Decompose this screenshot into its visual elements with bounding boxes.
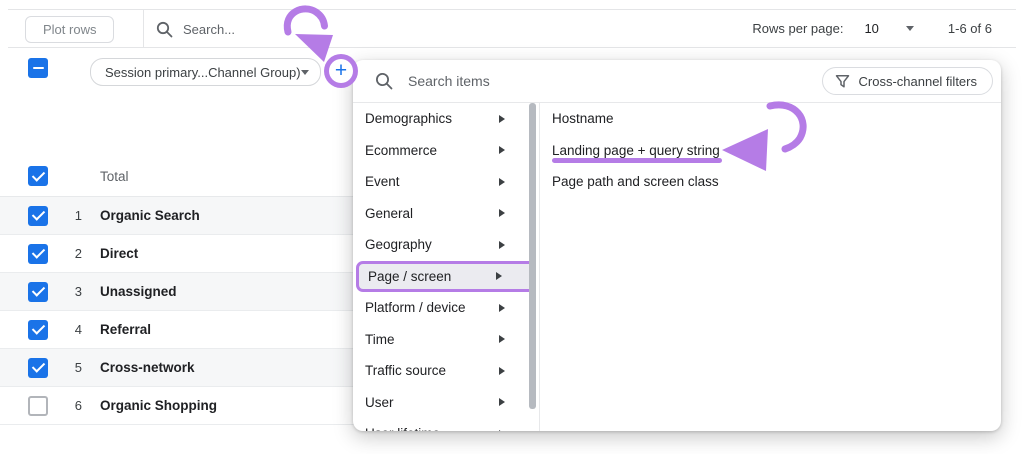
- filter-funnel-icon: [835, 74, 849, 88]
- primary-dimension-value: Session primary...Channel Group): [105, 64, 301, 80]
- table-row[interactable]: 2 Direct: [0, 235, 360, 273]
- toolbar-vertical-separator: [143, 10, 144, 47]
- row-checkbox[interactable]: [28, 395, 48, 416]
- row-checkbox[interactable]: [28, 319, 48, 340]
- total-label: Total: [100, 168, 129, 184]
- dimension-picker-panel: Cross-channel filters Demographics Ecomm…: [353, 60, 1001, 431]
- table-row[interactable]: 4 Referral: [0, 311, 360, 349]
- category-demographics[interactable]: Demographics: [353, 103, 539, 135]
- category-column: Demographics Ecommerce Event General Geo…: [353, 103, 540, 431]
- table-search[interactable]: [156, 14, 343, 44]
- search-input[interactable]: [183, 21, 343, 37]
- search-icon: [156, 21, 173, 37]
- category-label: User lifetime: [365, 426, 440, 431]
- table-row[interactable]: 3 Unassigned: [0, 273, 360, 311]
- category-label: Page / screen: [368, 268, 452, 284]
- toolbar-bottom-divider: [8, 47, 1016, 48]
- category-page-screen[interactable]: Page / screen: [356, 260, 536, 292]
- picker-body: Demographics Ecommerce Event General Geo…: [353, 103, 1001, 431]
- category-label: Event: [365, 174, 400, 190]
- row-number: 3: [74, 284, 82, 299]
- plot-rows-button[interactable]: Plot rows: [25, 16, 115, 43]
- page-range-label: 1-6 of 6: [947, 21, 992, 36]
- dimension-landing-page-query-string[interactable]: Landing page + query string: [552, 142, 720, 158]
- add-dimension-button[interactable]: +: [329, 59, 353, 83]
- plus-icon: +: [334, 58, 348, 82]
- row-checkbox[interactable]: [28, 281, 48, 302]
- category-geography[interactable]: Geography: [353, 229, 539, 261]
- card-top-border: [8, 9, 1016, 10]
- annotation-underline: [552, 158, 722, 163]
- search-icon: [376, 73, 393, 90]
- row-number: 6: [74, 398, 82, 413]
- category-label: Demographics: [365, 111, 453, 127]
- row-checkbox[interactable]: [28, 205, 48, 226]
- picker-search-bar: Cross-channel filters: [353, 60, 1001, 103]
- row-label: Organic Shopping: [100, 398, 217, 413]
- rows-per-page-value[interactable]: 10: [864, 21, 879, 36]
- submenu-arrow-icon: [499, 146, 505, 155]
- table-total-row: Total: [0, 156, 360, 197]
- channel-table: 1 Organic Search 2 Direct 3 Unassigned 4…: [0, 197, 360, 425]
- category-scrollbar[interactable]: [529, 103, 536, 409]
- cross-channel-filters-button[interactable]: Cross-channel filters: [821, 67, 993, 95]
- submenu-arrow-icon: [499, 398, 505, 407]
- submenu-arrow-icon: [499, 303, 505, 312]
- category-label: Traffic source: [365, 363, 447, 379]
- row-label: Organic Search: [100, 208, 200, 223]
- dropdown-caret-icon: [300, 69, 309, 75]
- dimension-page-path-screen-class[interactable]: Page path and screen class: [552, 174, 719, 190]
- row-checkbox[interactable]: [28, 243, 48, 264]
- category-user[interactable]: User: [353, 387, 539, 419]
- category-event[interactable]: Event: [353, 166, 539, 198]
- category-label: Geography: [365, 237, 432, 253]
- category-general[interactable]: General: [353, 198, 539, 230]
- total-row-checkbox[interactable]: [28, 166, 48, 186]
- submenu-arrow-icon: [499, 177, 505, 186]
- category-label: General: [365, 205, 414, 221]
- category-label: Ecommerce: [365, 142, 438, 158]
- submenu-arrow-icon: [499, 335, 505, 344]
- row-checkbox[interactable]: [28, 357, 48, 378]
- select-all-checkbox[interactable]: [28, 58, 48, 78]
- table-row[interactable]: 5 Cross-network: [0, 349, 360, 387]
- submenu-arrow-icon: [499, 240, 505, 249]
- category-ecommerce[interactable]: Ecommerce: [353, 135, 539, 167]
- table-row[interactable]: 1 Organic Search: [0, 197, 360, 235]
- dimension-hostname[interactable]: Hostname: [552, 111, 614, 127]
- row-label: Cross-network: [100, 360, 195, 375]
- row-number: 2: [74, 246, 82, 261]
- cross-channel-filters-label: Cross-channel filters: [858, 73, 978, 89]
- row-label: Unassigned: [100, 284, 177, 299]
- category-label: Platform / device: [365, 300, 466, 316]
- category-traffic-source[interactable]: Traffic source: [353, 355, 539, 387]
- rows-per-page-label: Rows per page:: [752, 21, 844, 36]
- table-row[interactable]: 6 Organic Shopping: [0, 387, 360, 425]
- submenu-arrow-icon: [499, 366, 505, 375]
- submenu-arrow-icon: [499, 114, 505, 123]
- row-number: 5: [74, 360, 82, 375]
- submenu-arrow-icon: [499, 209, 505, 218]
- dimension-column: Hostname Landing page + query string Pag…: [540, 103, 1001, 431]
- row-number: 4: [74, 322, 82, 337]
- pagination-controls: Rows per page: 10 1-6 of 6: [752, 10, 992, 47]
- picker-search-input[interactable]: [408, 73, 628, 89]
- category-label: Time: [365, 331, 395, 347]
- category-platform-device[interactable]: Platform / device: [353, 292, 539, 324]
- primary-dimension-dropdown[interactable]: Session primary...Channel Group): [90, 58, 321, 86]
- category-time[interactable]: Time: [353, 324, 539, 356]
- category-label: User: [365, 394, 394, 410]
- category-user-lifetime[interactable]: User lifetime: [353, 418, 539, 431]
- rows-per-page-caret-icon[interactable]: [905, 26, 914, 31]
- row-number: 1: [74, 208, 82, 223]
- submenu-arrow-icon: [496, 272, 502, 281]
- submenu-arrow-icon: [499, 429, 505, 431]
- row-label: Direct: [100, 246, 139, 261]
- row-label: Referral: [100, 322, 152, 337]
